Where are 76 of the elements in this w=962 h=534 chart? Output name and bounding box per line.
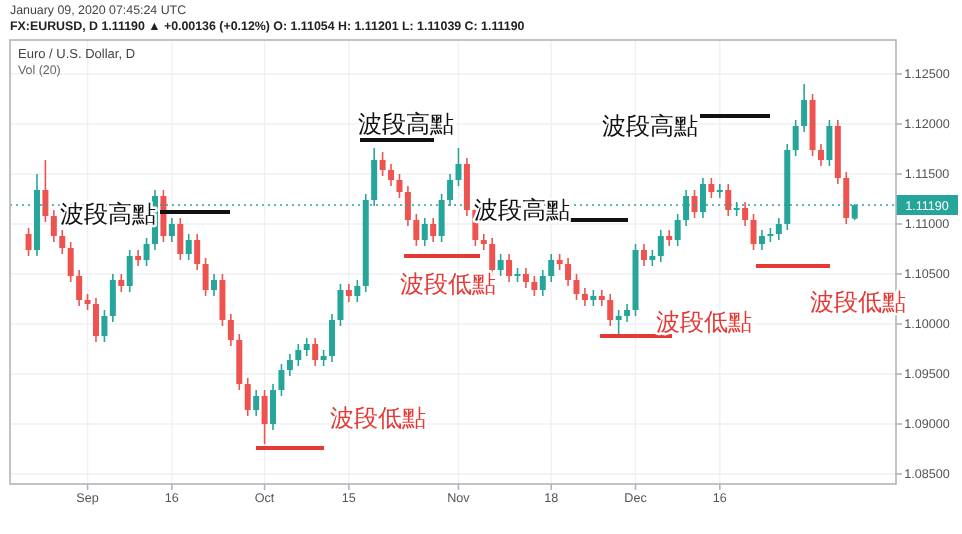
- candlestick: [463, 157, 470, 217]
- candlestick: [708, 177, 715, 199]
- candlestick: [329, 313, 336, 363]
- candlestick: [413, 213, 420, 247]
- candlestick: [396, 173, 403, 199]
- candlestick: [565, 257, 572, 287]
- candlestick: [236, 333, 243, 391]
- candlestick: [101, 309, 108, 343]
- candlestick: [522, 267, 529, 289]
- candlestick: [50, 209, 57, 243]
- candlestick: [455, 147, 462, 187]
- candlestick: [674, 213, 681, 247]
- candlestick: [758, 229, 765, 251]
- candlestick: [185, 233, 192, 261]
- candlestick: [67, 241, 74, 283]
- candlestick: [598, 289, 605, 307]
- candlestick: [531, 275, 538, 297]
- candlestick: [202, 257, 209, 297]
- candlestick: [312, 337, 319, 367]
- candlestick: [430, 217, 437, 243]
- candlestick: [775, 217, 782, 241]
- candlestick: [211, 273, 218, 297]
- candlestick: [539, 269, 546, 297]
- candlestick: [607, 293, 614, 327]
- candlestick: [168, 217, 175, 243]
- candlestick: [25, 227, 32, 257]
- candlestick: [843, 171, 850, 225]
- annotation: 波段低點: [400, 270, 496, 298]
- candlestick: [286, 353, 293, 377]
- candlestick: [750, 213, 757, 251]
- candlestick: [253, 389, 260, 417]
- candlestick: [270, 383, 277, 431]
- candlestick: [826, 119, 833, 167]
- candlestick: [691, 189, 698, 219]
- candlestick: [278, 363, 285, 397]
- candlestick: [792, 119, 799, 157]
- annotation: 波段低點: [330, 404, 426, 432]
- candlestick: [143, 237, 150, 267]
- candlestick: [404, 185, 411, 227]
- candlestick: [421, 217, 428, 247]
- candlestick: [194, 233, 201, 271]
- candlestick: [59, 229, 66, 255]
- annotation: 波段低點: [656, 308, 752, 336]
- candlestick: [506, 253, 513, 283]
- candlestick: [657, 229, 664, 263]
- candlestick: [716, 183, 723, 199]
- candlestick: [354, 279, 361, 303]
- candlestick: [109, 273, 116, 323]
- annotation: 波段低點: [810, 288, 906, 316]
- annotation: 波段高點: [602, 112, 698, 140]
- candlestick: [742, 201, 749, 227]
- candlestick: [337, 283, 344, 327]
- candlestick: [548, 253, 555, 283]
- candlestick: [497, 253, 504, 277]
- candlestick: [615, 309, 622, 335]
- candlestick: [640, 243, 647, 267]
- candlestick: [666, 229, 673, 247]
- candlestick: [801, 83, 808, 133]
- candlestick: [42, 159, 49, 223]
- candlestick: [244, 377, 251, 417]
- candlestick: [388, 163, 395, 187]
- candlestick: [227, 313, 234, 347]
- candlestick: [261, 389, 268, 445]
- candlestick: [219, 273, 226, 327]
- candlestick: [379, 151, 386, 177]
- candlestick: [295, 343, 302, 367]
- candlestick: [135, 249, 142, 267]
- candlestick: [92, 297, 99, 343]
- candlestick: [76, 269, 83, 307]
- candlestick: [177, 217, 184, 261]
- annotation: 波段高點: [358, 110, 454, 138]
- candlestick: [126, 249, 133, 293]
- candlestick: [480, 233, 487, 251]
- candlestick: [573, 273, 580, 301]
- candlestick: [817, 143, 824, 167]
- candlestick: [725, 183, 732, 217]
